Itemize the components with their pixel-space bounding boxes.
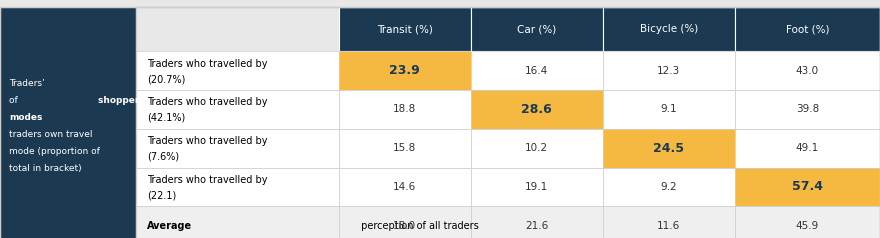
- Bar: [735, 90, 880, 129]
- Bar: [735, 51, 880, 90]
- Text: 45.9: 45.9: [796, 221, 819, 231]
- Text: 21.6: 21.6: [525, 221, 548, 231]
- Bar: [136, 129, 339, 168]
- Text: 16.4: 16.4: [525, 65, 548, 76]
- Text: 23.9: 23.9: [390, 64, 420, 77]
- Text: 9.1: 9.1: [661, 104, 677, 114]
- Text: 57.4: 57.4: [792, 180, 823, 193]
- Text: 24.5: 24.5: [653, 142, 685, 155]
- Bar: [471, 168, 603, 206]
- Text: total in bracket): total in bracket): [9, 164, 82, 174]
- Text: (42.1%): (42.1%): [147, 113, 185, 123]
- Bar: [735, 7, 880, 51]
- Bar: [339, 206, 471, 238]
- Bar: [471, 206, 603, 238]
- Text: Traders who travelled by: Traders who travelled by: [147, 175, 270, 185]
- Bar: [136, 7, 339, 51]
- Text: Foot (%): Foot (%): [786, 24, 829, 34]
- Text: 43.0: 43.0: [796, 65, 819, 76]
- Text: Traders’: Traders’: [9, 79, 48, 88]
- Text: 12.3: 12.3: [657, 65, 680, 76]
- Bar: [136, 51, 339, 90]
- Text: Traders who travelled by: Traders who travelled by: [147, 97, 270, 107]
- Bar: [136, 206, 339, 238]
- Bar: [603, 129, 735, 168]
- Bar: [603, 168, 735, 206]
- Text: 49.1: 49.1: [796, 143, 819, 153]
- Text: Traders who travelled by: Traders who travelled by: [147, 59, 270, 69]
- Text: of: of: [9, 96, 20, 105]
- Text: Bicycle (%): Bicycle (%): [640, 24, 698, 34]
- Bar: [603, 206, 735, 238]
- Bar: [339, 7, 471, 51]
- Bar: [339, 51, 471, 90]
- Bar: [735, 206, 880, 238]
- Bar: [339, 168, 471, 206]
- Bar: [471, 51, 603, 90]
- Text: 14.6: 14.6: [393, 182, 416, 192]
- Bar: [339, 129, 471, 168]
- Bar: [735, 168, 880, 206]
- Text: Transit (%): Transit (%): [377, 24, 433, 34]
- Text: 11.6: 11.6: [657, 221, 680, 231]
- Bar: [471, 7, 603, 51]
- Text: 15.8: 15.8: [393, 143, 416, 153]
- Bar: [339, 90, 471, 129]
- Text: perception of all traders: perception of all traders: [358, 221, 479, 231]
- Text: Traders who travelled by: Traders who travelled by: [147, 136, 270, 146]
- Bar: [603, 90, 735, 129]
- Text: 9.2: 9.2: [661, 182, 677, 192]
- Text: modes: modes: [9, 113, 42, 122]
- Bar: [0, 7, 136, 238]
- Bar: [136, 90, 339, 129]
- Text: 18.8: 18.8: [393, 104, 416, 114]
- Bar: [735, 129, 880, 168]
- Text: mode (proportion of: mode (proportion of: [9, 147, 99, 156]
- Text: Car (%): Car (%): [517, 24, 556, 34]
- Text: 18.0: 18.0: [393, 221, 416, 231]
- Text: Average: Average: [147, 221, 192, 231]
- Bar: [603, 51, 735, 90]
- Text: 28.6: 28.6: [522, 103, 552, 116]
- Text: traders own travel: traders own travel: [9, 130, 92, 139]
- Text: (7.6%): (7.6%): [147, 152, 180, 162]
- Text: shoppers’ travel: shoppers’ travel: [98, 96, 181, 105]
- Bar: [136, 7, 880, 238]
- Text: (22.1): (22.1): [147, 190, 176, 200]
- Bar: [136, 168, 339, 206]
- Bar: [471, 129, 603, 168]
- Text: (20.7%): (20.7%): [147, 74, 186, 84]
- Text: 10.2: 10.2: [525, 143, 548, 153]
- Bar: [471, 90, 603, 129]
- Text: perceptions: perceptions: [276, 79, 337, 88]
- Text: 39.8: 39.8: [796, 104, 819, 114]
- Text: 19.1: 19.1: [525, 182, 548, 192]
- Text: , grouped by: , grouped by: [158, 113, 215, 122]
- Bar: [603, 7, 735, 51]
